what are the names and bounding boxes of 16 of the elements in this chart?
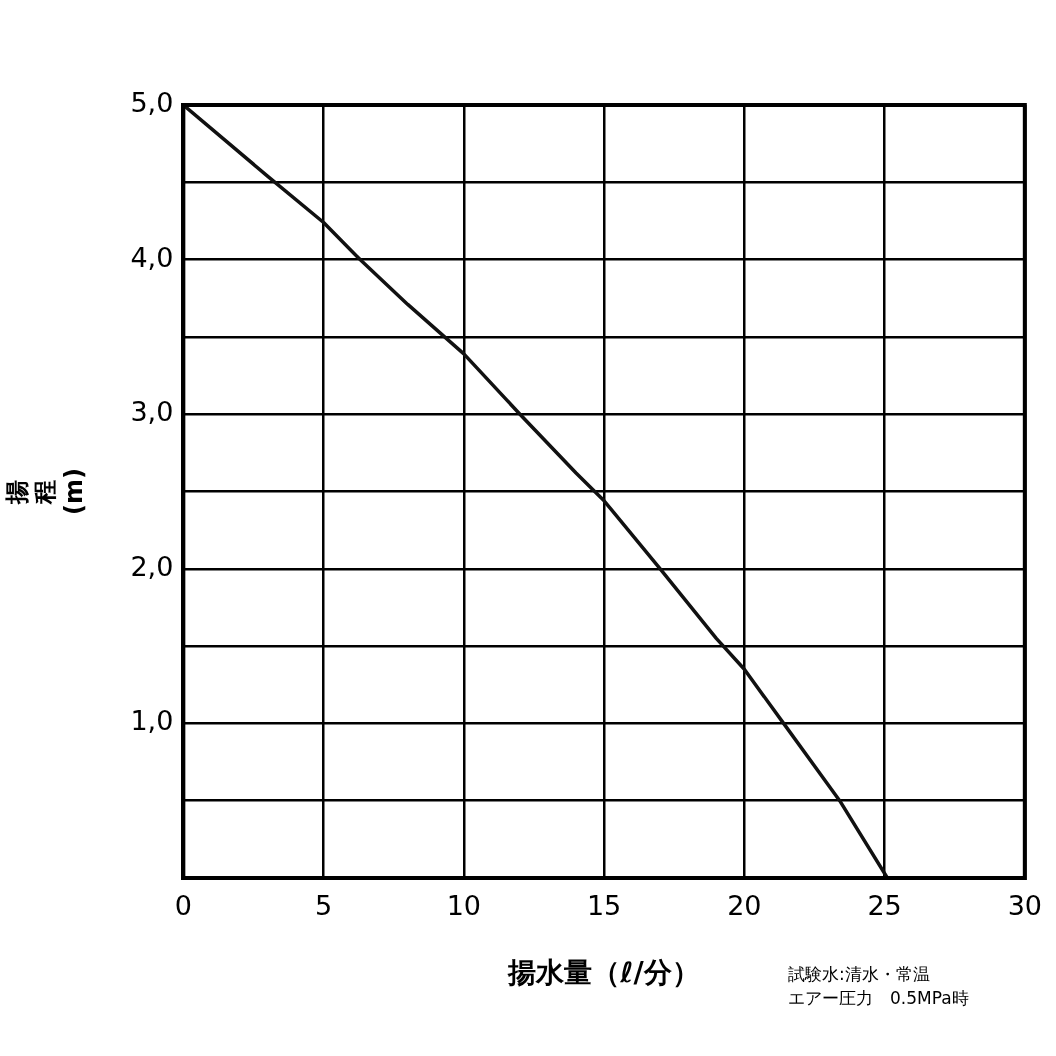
x-axis-title: 揚水量（ℓ/分） [507, 956, 700, 990]
x-tick-label: 0 [174, 890, 192, 922]
x-tick-label: 20 [727, 890, 762, 922]
text: 試験水:清水・常温 [788, 963, 931, 986]
y-tick-label: 1,0 [130, 705, 174, 737]
x-tick-label: 5 [314, 890, 333, 922]
y-tick-label: 5,0 [130, 87, 174, 119]
x-tick-label: 25 [867, 890, 902, 922]
x-tick-label: 30 [1007, 890, 1042, 922]
y-axis-title: 揚程(m) [2, 468, 89, 515]
y-tick-label: 4,0 [130, 241, 174, 273]
y-tick-label: 3,0 [130, 396, 174, 428]
x-tick-label: 10 [446, 890, 482, 922]
x-tick-label: 15 [586, 890, 622, 922]
text: エアー圧力 0.5MPa時 [788, 987, 969, 1010]
y-tick-label: 2,0 [130, 550, 174, 582]
